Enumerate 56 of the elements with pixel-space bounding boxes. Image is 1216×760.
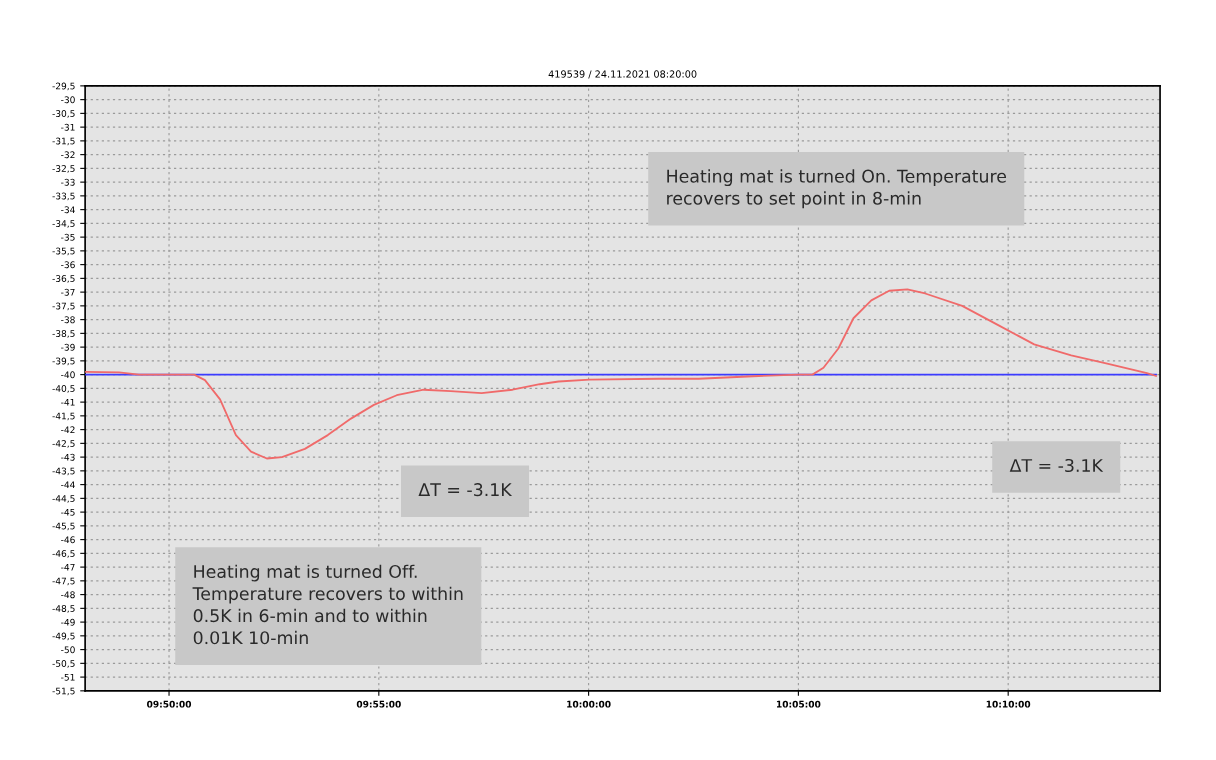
y-tick-label: -45,5 bbox=[52, 522, 75, 531]
y-tick-label: -37 bbox=[61, 288, 75, 296]
y-tick-label: -50 bbox=[61, 646, 75, 654]
y-tick-label: -35 bbox=[61, 233, 75, 241]
y-tick-label: -47,5 bbox=[52, 577, 75, 586]
annotation: ΔT = -3.1K bbox=[1009, 458, 1104, 473]
x-tick-label: 10:00:00 bbox=[567, 700, 611, 708]
y-tick-label: -42,5 bbox=[52, 440, 75, 448]
y-tick-label: -29,5 bbox=[52, 82, 75, 91]
x-tick-label: 10:05:00 bbox=[776, 700, 821, 708]
y-tick-label: -51 bbox=[61, 673, 75, 681]
y-tick-label: -36,5 bbox=[52, 275, 75, 283]
y-tick-label: -35,5 bbox=[52, 247, 75, 256]
chart-title: 419539 / 24.11.2021 08:20:00 bbox=[548, 70, 697, 79]
x-tick-label: 09:50:00 bbox=[147, 700, 192, 708]
y-tick-label: -32 bbox=[61, 151, 75, 159]
y-tick-label: -33 bbox=[61, 178, 75, 186]
y-tick-label: -40,5 bbox=[52, 385, 75, 393]
y-tick-label: -34 bbox=[61, 206, 75, 214]
y-tick-label: -46 bbox=[61, 536, 75, 544]
y-tick-label: -30 bbox=[61, 96, 75, 104]
y-tick-label: -49 bbox=[61, 618, 75, 626]
y-tick-label: -43 bbox=[61, 453, 75, 461]
annotation: Heating mat is turned On. Temperature recovers to set point in 8-min bbox=[667, 169, 1007, 209]
y-tick-label: -39 bbox=[61, 343, 75, 351]
y-tick-label: -30,5 bbox=[52, 110, 75, 118]
y-tick-label: -44,5 bbox=[52, 495, 75, 503]
y-tick-label: -31 bbox=[61, 123, 75, 131]
y-tick-label: -47 bbox=[61, 563, 75, 571]
y-tick-label: -39,5 bbox=[52, 357, 75, 366]
y-tick-label: -42 bbox=[61, 426, 75, 434]
y-tick-label: -38,5 bbox=[52, 330, 75, 338]
y-tick-label: -38 bbox=[61, 316, 75, 324]
y-tick-label: -41,5 bbox=[52, 412, 75, 421]
y-tick-label: -43,5 bbox=[52, 467, 75, 476]
y-tick-label: -51,5 bbox=[52, 687, 75, 696]
y-tick-label: -41 bbox=[61, 398, 75, 406]
y-tick-label: -36 bbox=[61, 261, 75, 269]
annotation: Heating mat is turned Off. Temperature recovers to within 0.5K in 6-min and to within 0.01K 10-min bbox=[192, 564, 463, 645]
y-tick-label: -48,5 bbox=[52, 605, 75, 613]
y-tick-label: -48 bbox=[61, 591, 75, 599]
annotation: ΔT = -3.1K bbox=[418, 483, 513, 497]
y-tick-label: -31,5 bbox=[52, 137, 75, 146]
y-tick-label: -37,5 bbox=[52, 302, 75, 311]
y-tick-label: -50,5 bbox=[52, 660, 75, 668]
y-tick-label: -40 bbox=[61, 371, 75, 379]
y-tick-label: -45 bbox=[61, 508, 75, 516]
line-series bbox=[85, 288, 1157, 460]
x-tick-label: 10:10:00 bbox=[986, 700, 1031, 708]
y-tick-label: -44 bbox=[61, 481, 75, 489]
y-tick-label: -33,5 bbox=[52, 192, 75, 201]
y-tick-label: -49,5 bbox=[52, 632, 75, 641]
x-tick-label: 09:55:00 bbox=[356, 700, 401, 708]
y-tick-label: -34,5 bbox=[52, 220, 75, 228]
y-tick-label: -32,5 bbox=[52, 165, 75, 173]
y-tick-label: -46,5 bbox=[52, 550, 75, 558]
